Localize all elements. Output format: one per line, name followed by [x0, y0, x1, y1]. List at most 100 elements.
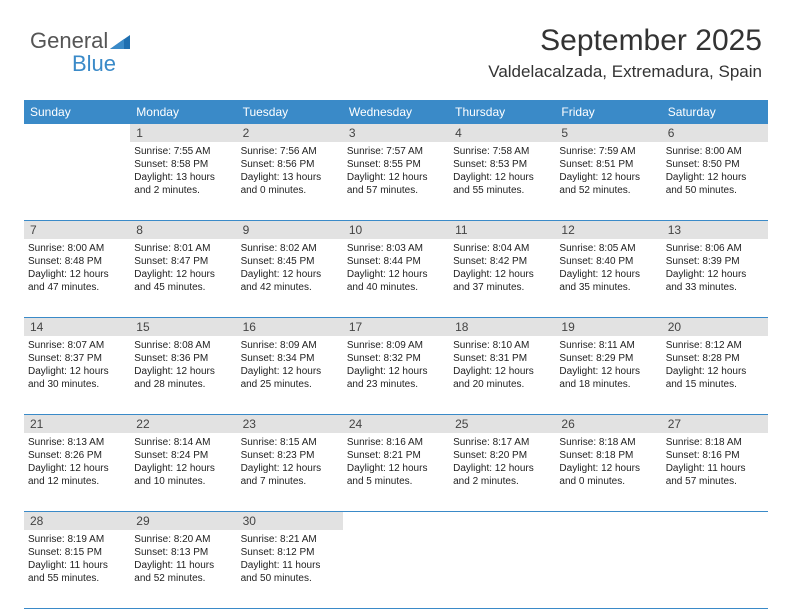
sunrise-text: Sunrise: 8:06 AM — [666, 242, 764, 255]
daylight-text: Daylight: 13 hours and 2 minutes. — [134, 171, 232, 197]
daylight-text: Daylight: 12 hours and 50 minutes. — [666, 171, 764, 197]
daynum-row: 14151617181920 — [24, 318, 768, 336]
day-header-row: Sunday Monday Tuesday Wednesday Thursday… — [24, 100, 768, 124]
daylight-text: Daylight: 12 hours and 40 minutes. — [347, 268, 445, 294]
sunset-text: Sunset: 8:21 PM — [347, 449, 445, 462]
calendar-cell: Sunrise: 8:19 AMSunset: 8:15 PMDaylight:… — [24, 530, 130, 608]
calendar-cell: Sunrise: 8:02 AMSunset: 8:45 PMDaylight:… — [237, 239, 343, 317]
sunset-text: Sunset: 8:24 PM — [134, 449, 232, 462]
day-number: 23 — [237, 415, 343, 433]
sunset-text: Sunset: 8:32 PM — [347, 352, 445, 365]
daylight-text: Daylight: 12 hours and 18 minutes. — [559, 365, 657, 391]
day-number: 15 — [130, 318, 236, 336]
daylight-text: Daylight: 11 hours and 50 minutes. — [241, 559, 339, 585]
calendar-cell — [24, 142, 130, 220]
day-number: 6 — [662, 124, 768, 142]
calendar-cell: Sunrise: 8:13 AMSunset: 8:26 PMDaylight:… — [24, 433, 130, 511]
page-title: September 2025 — [488, 24, 762, 58]
day-number: 28 — [24, 512, 130, 530]
daylight-text: Daylight: 12 hours and 57 minutes. — [347, 171, 445, 197]
daylight-text: Daylight: 12 hours and 37 minutes. — [453, 268, 551, 294]
sunset-text: Sunset: 8:39 PM — [666, 255, 764, 268]
calendar-cell: Sunrise: 8:04 AMSunset: 8:42 PMDaylight:… — [449, 239, 555, 317]
sunrise-text: Sunrise: 8:16 AM — [347, 436, 445, 449]
daylight-text: Daylight: 11 hours and 57 minutes. — [666, 462, 764, 488]
week-row: Sunrise: 8:13 AMSunset: 8:26 PMDaylight:… — [24, 433, 768, 512]
header: September 2025 Valdelacalzada, Extremadu… — [488, 24, 762, 82]
calendar-cell: Sunrise: 8:16 AMSunset: 8:21 PMDaylight:… — [343, 433, 449, 511]
daylight-text: Daylight: 12 hours and 10 minutes. — [134, 462, 232, 488]
sunset-text: Sunset: 8:44 PM — [347, 255, 445, 268]
calendar-cell: Sunrise: 8:09 AMSunset: 8:34 PMDaylight:… — [237, 336, 343, 414]
sunrise-text: Sunrise: 8:12 AM — [666, 339, 764, 352]
daylight-text: Daylight: 12 hours and 7 minutes. — [241, 462, 339, 488]
day-number — [449, 512, 555, 530]
daylight-text: Daylight: 12 hours and 23 minutes. — [347, 365, 445, 391]
week-row: Sunrise: 7:55 AMSunset: 8:58 PMDaylight:… — [24, 142, 768, 221]
day-header: Thursday — [449, 100, 555, 124]
daylight-text: Daylight: 12 hours and 42 minutes. — [241, 268, 339, 294]
day-number: 2 — [237, 124, 343, 142]
calendar-cell: Sunrise: 8:17 AMSunset: 8:20 PMDaylight:… — [449, 433, 555, 511]
sunrise-text: Sunrise: 8:18 AM — [559, 436, 657, 449]
sunset-text: Sunset: 8:36 PM — [134, 352, 232, 365]
calendar-cell: Sunrise: 8:05 AMSunset: 8:40 PMDaylight:… — [555, 239, 661, 317]
sunrise-text: Sunrise: 8:09 AM — [347, 339, 445, 352]
calendar-cell: Sunrise: 8:00 AMSunset: 8:50 PMDaylight:… — [662, 142, 768, 220]
calendar-cell: Sunrise: 8:11 AMSunset: 8:29 PMDaylight:… — [555, 336, 661, 414]
day-number — [555, 512, 661, 530]
day-number: 8 — [130, 221, 236, 239]
calendar-cell: Sunrise: 8:15 AMSunset: 8:23 PMDaylight:… — [237, 433, 343, 511]
daylight-text: Daylight: 12 hours and 25 minutes. — [241, 365, 339, 391]
sunset-text: Sunset: 8:13 PM — [134, 546, 232, 559]
sunrise-text: Sunrise: 8:21 AM — [241, 533, 339, 546]
daynum-row: 282930 — [24, 512, 768, 530]
daylight-text: Daylight: 12 hours and 20 minutes. — [453, 365, 551, 391]
sunrise-text: Sunrise: 8:19 AM — [28, 533, 126, 546]
calendar: Sunday Monday Tuesday Wednesday Thursday… — [24, 100, 768, 609]
day-header: Tuesday — [237, 100, 343, 124]
location-text: Valdelacalzada, Extremadura, Spain — [488, 62, 762, 82]
day-number: 16 — [237, 318, 343, 336]
day-number: 30 — [237, 512, 343, 530]
day-number: 29 — [130, 512, 236, 530]
calendar-cell: Sunrise: 7:57 AMSunset: 8:55 PMDaylight:… — [343, 142, 449, 220]
sunrise-text: Sunrise: 8:18 AM — [666, 436, 764, 449]
day-number: 21 — [24, 415, 130, 433]
calendar-cell: Sunrise: 8:06 AMSunset: 8:39 PMDaylight:… — [662, 239, 768, 317]
daynum-row: 21222324252627 — [24, 415, 768, 433]
sunset-text: Sunset: 8:58 PM — [134, 158, 232, 171]
sunset-text: Sunset: 8:31 PM — [453, 352, 551, 365]
calendar-cell: Sunrise: 8:01 AMSunset: 8:47 PMDaylight:… — [130, 239, 236, 317]
daylight-text: Daylight: 12 hours and 55 minutes. — [453, 171, 551, 197]
calendar-cell: Sunrise: 8:10 AMSunset: 8:31 PMDaylight:… — [449, 336, 555, 414]
sunrise-text: Sunrise: 8:13 AM — [28, 436, 126, 449]
daylight-text: Daylight: 12 hours and 12 minutes. — [28, 462, 126, 488]
calendar-cell: Sunrise: 8:00 AMSunset: 8:48 PMDaylight:… — [24, 239, 130, 317]
day-number: 24 — [343, 415, 449, 433]
day-number: 12 — [555, 221, 661, 239]
calendar-cell — [343, 530, 449, 608]
daylight-text: Daylight: 11 hours and 55 minutes. — [28, 559, 126, 585]
sunrise-text: Sunrise: 8:04 AM — [453, 242, 551, 255]
sunset-text: Sunset: 8:50 PM — [666, 158, 764, 171]
day-number: 13 — [662, 221, 768, 239]
week-row: Sunrise: 8:07 AMSunset: 8:37 PMDaylight:… — [24, 336, 768, 415]
day-number: 11 — [449, 221, 555, 239]
sunset-text: Sunset: 8:34 PM — [241, 352, 339, 365]
sunset-text: Sunset: 8:51 PM — [559, 158, 657, 171]
calendar-cell: Sunrise: 8:20 AMSunset: 8:13 PMDaylight:… — [130, 530, 236, 608]
sunset-text: Sunset: 8:40 PM — [559, 255, 657, 268]
day-header: Friday — [555, 100, 661, 124]
calendar-cell: Sunrise: 8:18 AMSunset: 8:18 PMDaylight:… — [555, 433, 661, 511]
daynum-row: 78910111213 — [24, 221, 768, 239]
daynum-row: 123456 — [24, 124, 768, 142]
sunset-text: Sunset: 8:16 PM — [666, 449, 764, 462]
day-header: Monday — [130, 100, 236, 124]
daylight-text: Daylight: 12 hours and 2 minutes. — [453, 462, 551, 488]
sunrise-text: Sunrise: 7:57 AM — [347, 145, 445, 158]
sunset-text: Sunset: 8:29 PM — [559, 352, 657, 365]
daylight-text: Daylight: 12 hours and 15 minutes. — [666, 365, 764, 391]
sunrise-text: Sunrise: 8:00 AM — [666, 145, 764, 158]
calendar-cell — [449, 530, 555, 608]
